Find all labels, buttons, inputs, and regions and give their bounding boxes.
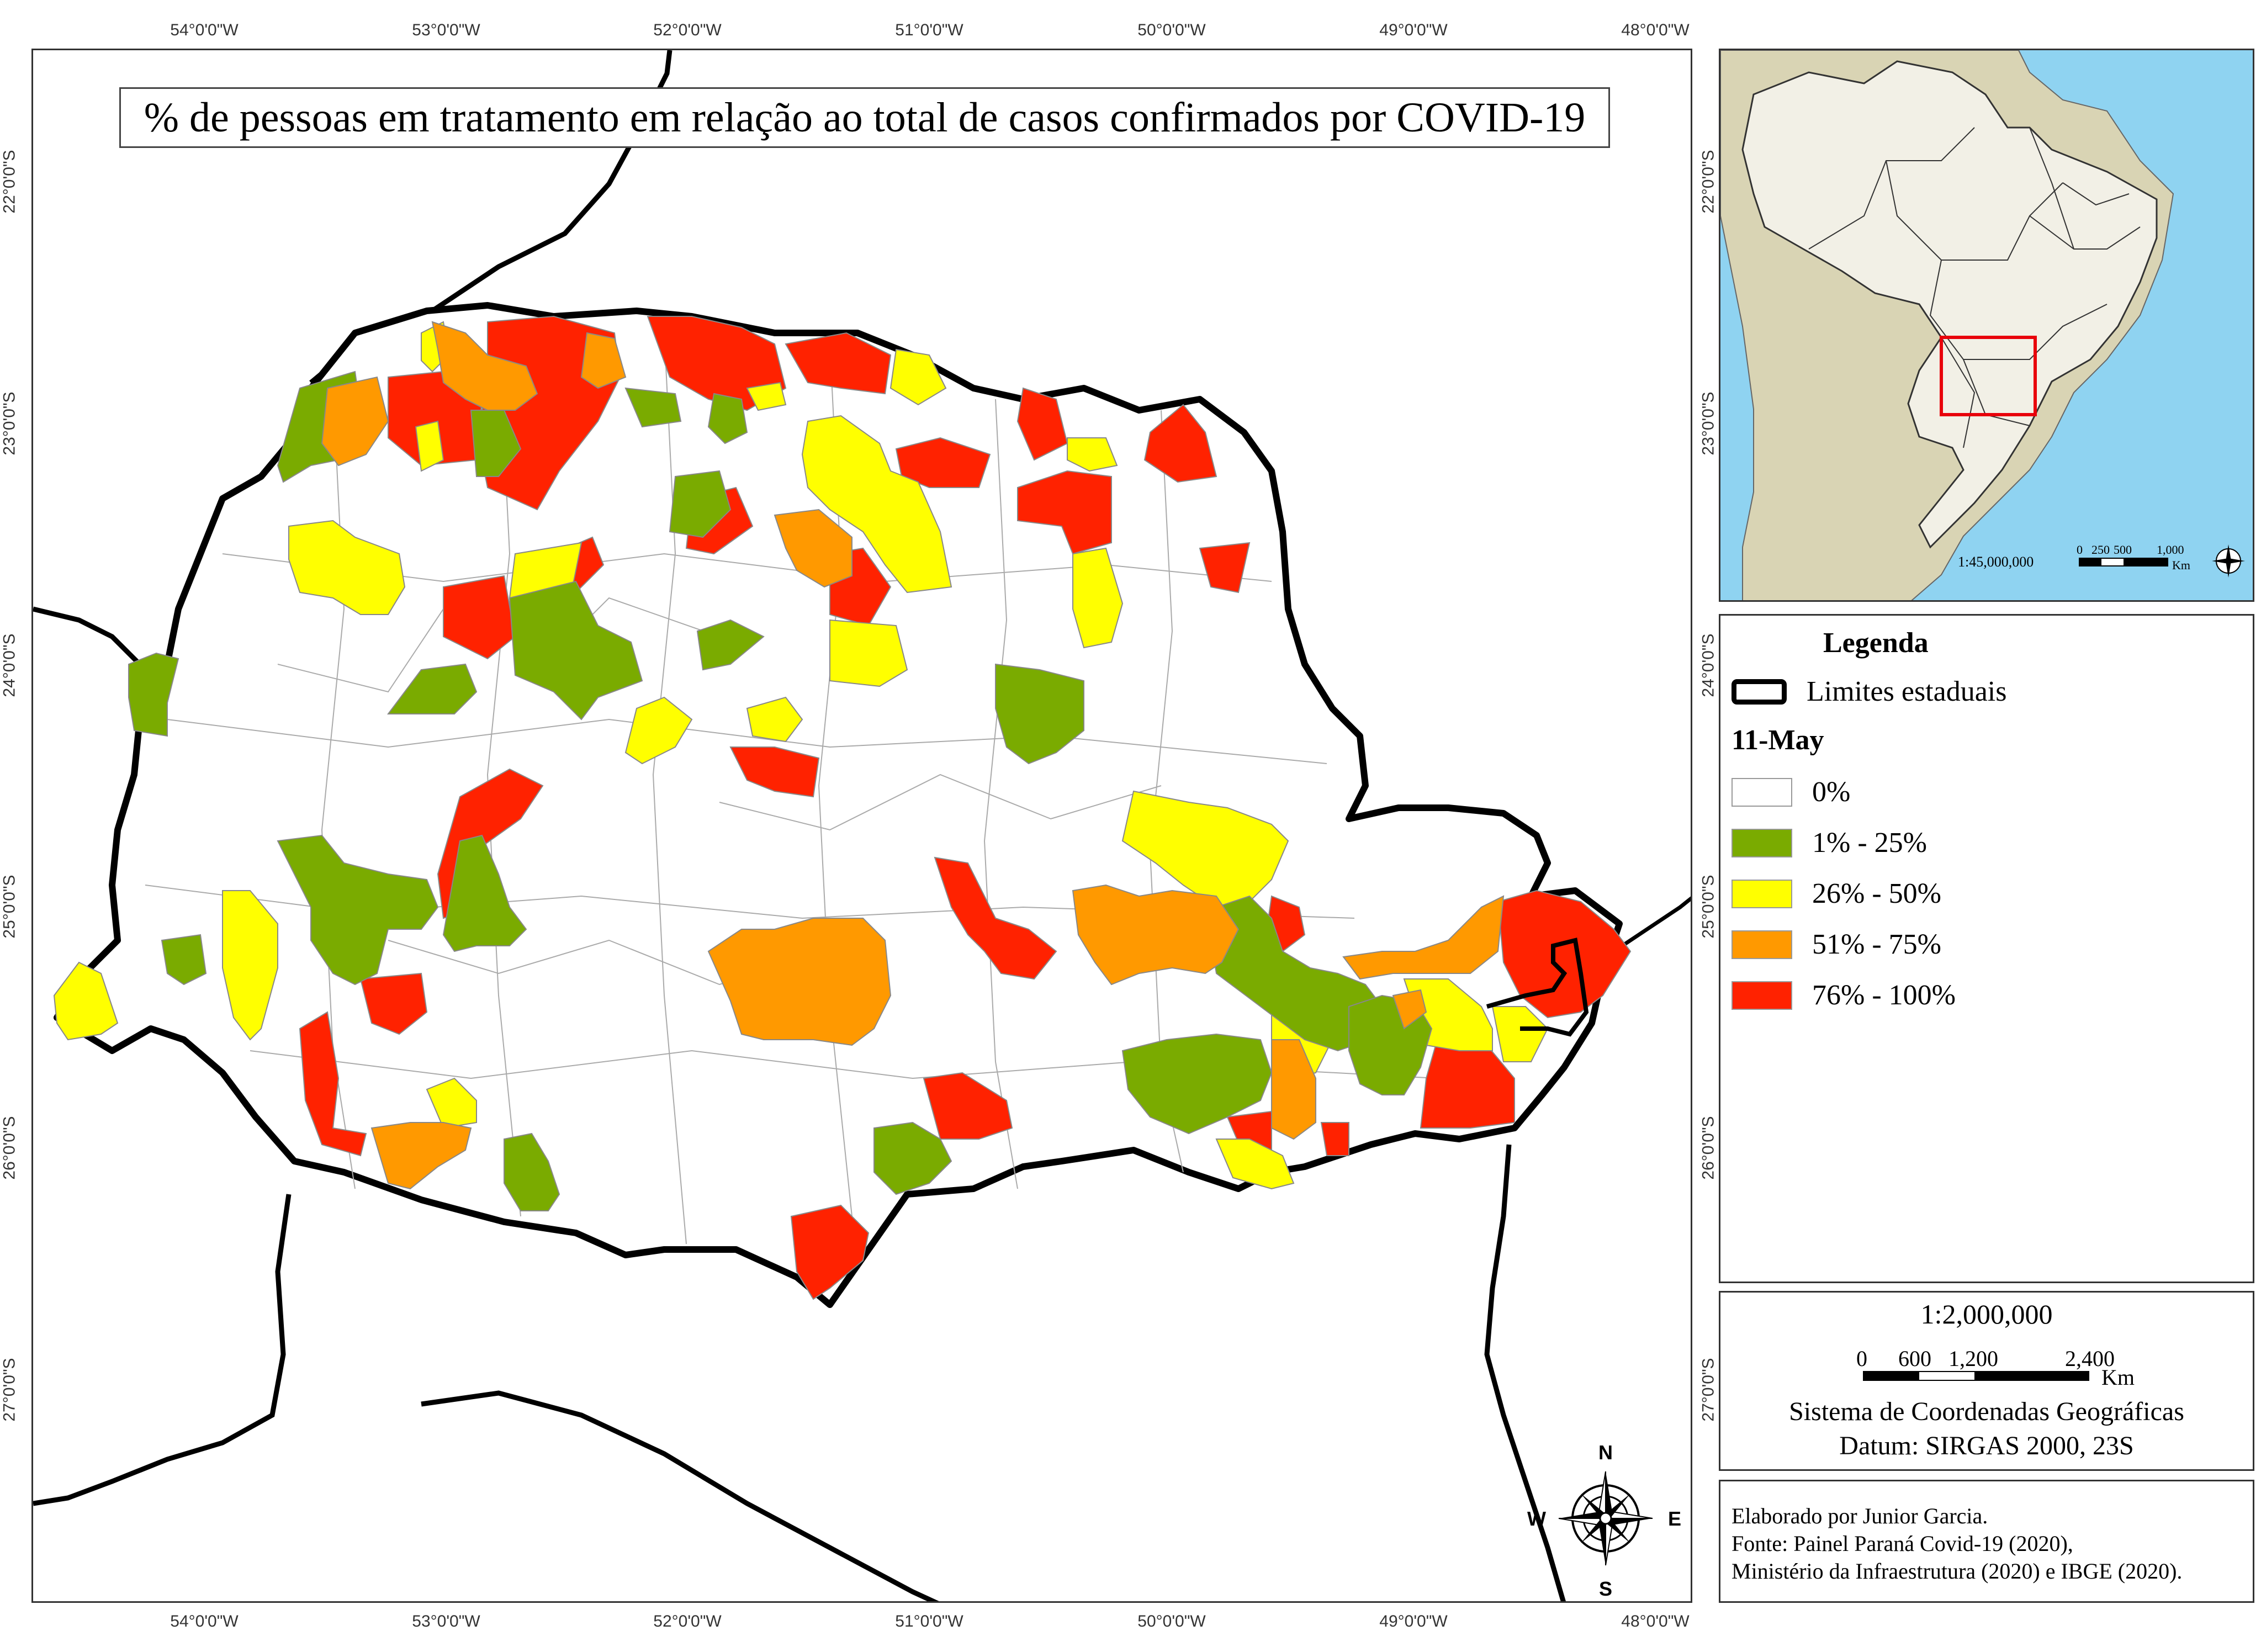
inset-tick-1000: 1,000 (2157, 543, 2184, 557)
lon-label-bottom-5: 50°0'0"W (1137, 1612, 1206, 1630)
scale-panel: 1:2,000,000 0 600 1,200 2,400 Km Sistema… (1719, 1291, 2254, 1471)
lat-label-right-1: 22°0'0"S (1699, 150, 1718, 214)
legend-label-4: 76% - 100% (1812, 979, 1956, 1011)
neighbor-boundary-south (421, 1390, 939, 1601)
crs-label: Sistema de Coordenadas Geográficas (1789, 1397, 2184, 1426)
legend-swatch-0 (1732, 777, 1792, 807)
lat-label-right-6: 27°0'0"S (1699, 1358, 1718, 1422)
scale-ratio: 1:2,000,000 (1920, 1299, 2053, 1330)
neighbor-boundary-west (33, 606, 142, 666)
legend-swatch-2 (1732, 879, 1792, 908)
lat-label-right-5: 26°0'0"S (1699, 1116, 1718, 1180)
legend-row-0: 0% (1732, 776, 1850, 808)
legend-date-label: 11-May (1732, 724, 1824, 756)
legend-row-4: 76% - 100% (1732, 979, 1956, 1012)
scale-tick-1200: 1,200 (1948, 1346, 1998, 1371)
legend-swatch-1 (1732, 828, 1792, 857)
legend-label-2: 26% - 50% (1812, 878, 1941, 909)
lon-label-bottom-2: 53°0'0"W (412, 1612, 480, 1630)
lat-label-left-4: 25°0'0"S (0, 875, 19, 939)
lon-label-top-3: 52°0'0"W (653, 21, 722, 39)
legend-panel: Legenda Limites estaduais 11-May 0% 1% -… (1719, 614, 2254, 1283)
lon-label-bottom-3: 52°0'0"W (653, 1612, 722, 1630)
legend-row-1: 1% - 25% (1732, 827, 1927, 859)
inset-scale-unit: Km (2172, 558, 2190, 572)
inset-map-svg: 1:45,000,000 0 250 500 1,000 Km (1720, 50, 2253, 600)
legend-label-0: 0% (1812, 776, 1851, 808)
legend-row-3: 51% - 75% (1732, 928, 1941, 961)
state-limit-swatch (1732, 679, 1787, 705)
inset-map[interactable]: 1:45,000,000 0 250 500 1,000 Km (1719, 49, 2254, 602)
parana-map-svg: N S E W (33, 50, 1691, 1601)
lat-label-right-3: 24°0'0"S (1699, 633, 1718, 697)
datum-label: Datum: SIRGAS 2000, 23S (1839, 1431, 2134, 1460)
legend-swatch-3 (1732, 930, 1792, 959)
paranagua-bay (1486, 938, 1589, 1037)
lat-label-left-3: 24°0'0"S (0, 633, 19, 697)
inset-scale-text: 1:45,000,000 (1958, 554, 2034, 570)
lat-label-left-2: 23°0'0"S (0, 391, 19, 456)
lat-label-left-1: 22°0'0"S (0, 150, 19, 214)
legend-swatch-4 (1732, 981, 1792, 1010)
scale-unit: Km (2101, 1365, 2135, 1390)
compass-n-label: N (1598, 1441, 1613, 1464)
legend-row-state-limits: Limites estaduais (1732, 675, 2006, 708)
inset-scale-bar (2079, 558, 2168, 566)
credits-source-1: Fonte: Painel Paraná Covid-19 (2020), (1732, 1531, 2073, 1556)
inset-compass-icon (2212, 544, 2245, 578)
legend-label-3: 51% - 75% (1812, 929, 1941, 960)
legend-title: Legenda (1823, 627, 1929, 659)
lon-label-bottom-1: 54°0'0"W (170, 1612, 239, 1630)
main-map[interactable]: N S E W % de pessoas em tratamento em re… (31, 49, 1692, 1603)
lon-label-bottom-7: 48°0'0"W (1621, 1612, 1690, 1630)
lat-label-left-5: 26°0'0"S (0, 1116, 19, 1180)
lon-label-top-6: 49°0'0"W (1379, 21, 1448, 39)
inset-tick-250: 250 (2091, 543, 2110, 557)
lat-label-left-6: 27°0'0"S (0, 1358, 19, 1422)
credits-panel: Elaborado por Junior Garcia. Fonte: Pain… (1719, 1480, 2254, 1603)
lat-label-right-4: 25°0'0"S (1699, 875, 1718, 939)
parana-highlight-box (1940, 336, 2037, 416)
credits-author: Elaborado por Junior Garcia. (1732, 1503, 1988, 1528)
scale-tick-600: 600 (1898, 1346, 1931, 1371)
lon-label-top-1: 54°0'0"W (170, 21, 239, 39)
lon-label-top-4: 51°0'0"W (895, 21, 963, 39)
lon-label-bottom-4: 51°0'0"W (895, 1612, 963, 1630)
scale-tick-2400: 2,400 (2065, 1346, 2115, 1371)
inset-tick-500: 500 (2114, 543, 2132, 557)
brazil-landmass (1741, 60, 2158, 549)
neighbor-boundary-coast (1484, 1144, 1566, 1601)
credits-source-2: Ministério da Infraestrutura (2020) e IB… (1732, 1559, 2183, 1584)
compass-e-label: E (1668, 1507, 1681, 1530)
lat-label-right-2: 23°0'0"S (1699, 391, 1718, 456)
class-26-50 (53, 321, 1549, 1190)
inset-tick-0: 0 (2077, 543, 2083, 557)
lon-label-top-7: 48°0'0"W (1621, 21, 1690, 39)
lon-label-top-2: 53°0'0"W (412, 21, 480, 39)
compass-w-label: W (1527, 1507, 1546, 1530)
scale-tick-0: 0 (1856, 1346, 1867, 1371)
lon-label-bottom-6: 49°0'0"W (1379, 1612, 1448, 1630)
scale-bar-graphic (1863, 1371, 2089, 1381)
neighbor-boundary-south-west (33, 1194, 292, 1506)
map-title: % de pessoas em tratamento em relação ao… (119, 87, 1610, 148)
class-51-75 (321, 321, 1505, 1190)
north-arrow (1558, 1471, 1653, 1566)
lon-label-top-5: 50°0'0"W (1137, 21, 1206, 39)
legend-state-limits-label: Limites estaduais (1807, 676, 2007, 707)
legend-label-1: 1% - 25% (1812, 827, 1927, 859)
compass-s-label: S (1599, 1577, 1612, 1600)
legend-row-2: 26% - 50% (1732, 877, 1941, 910)
